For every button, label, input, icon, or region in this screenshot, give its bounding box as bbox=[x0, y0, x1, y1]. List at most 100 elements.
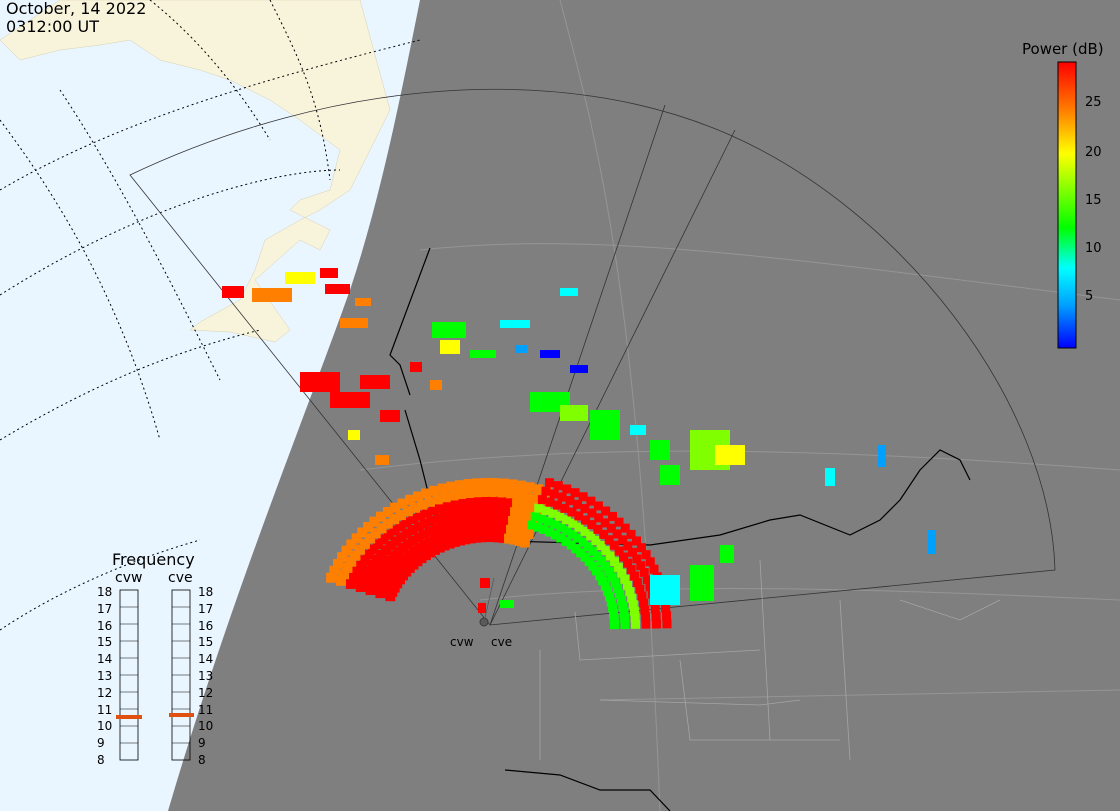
backscatter-cell bbox=[320, 268, 338, 278]
backscatter-cell bbox=[587, 508, 597, 518]
backscatter-cell bbox=[539, 524, 549, 534]
backscatter-cell bbox=[467, 505, 478, 516]
backscatter-cell bbox=[414, 510, 425, 521]
backscatter-cell bbox=[500, 600, 514, 608]
backscatter-cell bbox=[530, 492, 541, 503]
backscatter-cell bbox=[430, 524, 441, 535]
backscatter-cell bbox=[432, 322, 466, 338]
backscatter-cell bbox=[650, 440, 670, 460]
backscatter-cell bbox=[622, 580, 632, 590]
backscatter-cell bbox=[514, 517, 525, 528]
backscatter-cell bbox=[613, 583, 623, 593]
backscatter-cell bbox=[600, 518, 610, 528]
frequency-scale-label: 12 bbox=[198, 685, 214, 700]
backscatter-cell bbox=[609, 614, 619, 624]
backscatter-cell bbox=[605, 551, 615, 561]
backscatter-cell bbox=[357, 527, 368, 538]
backscatter-cell bbox=[515, 345, 527, 353]
backscatter-cell bbox=[565, 496, 575, 506]
frequency-scale-label: 15 bbox=[97, 635, 113, 650]
backscatter-cell bbox=[590, 410, 620, 440]
backscatter-cell bbox=[534, 503, 544, 513]
backscatter-cell bbox=[471, 532, 482, 543]
backscatter-cell bbox=[481, 514, 492, 525]
backscatter-cell bbox=[473, 487, 484, 498]
backscatter-cell bbox=[383, 529, 394, 540]
backscatter-cell bbox=[514, 535, 525, 546]
backscatter-cell bbox=[346, 556, 357, 567]
backscatter-cell bbox=[650, 575, 680, 605]
backscatter-cell bbox=[511, 525, 522, 536]
frequency-scale-label: 18 bbox=[97, 585, 113, 599]
backscatter-cell bbox=[623, 558, 633, 568]
backscatter-cell bbox=[619, 607, 629, 617]
radar-label-cve: cve bbox=[491, 635, 513, 649]
backscatter-cell bbox=[442, 519, 453, 530]
backscatter-cell bbox=[410, 502, 421, 513]
backscatter-cell bbox=[361, 570, 372, 581]
backscatter-cell bbox=[482, 532, 493, 543]
backscatter-cell bbox=[596, 541, 606, 551]
backscatter-cell bbox=[376, 523, 387, 534]
backscatter-cell bbox=[601, 506, 611, 516]
backscatter-cell bbox=[395, 510, 406, 521]
backscatter-cell bbox=[523, 510, 534, 521]
backscatter-cell bbox=[651, 611, 661, 621]
backscatter-cell bbox=[556, 522, 566, 532]
backscatter-cell bbox=[645, 582, 655, 592]
backscatter-cell bbox=[641, 612, 651, 622]
backscatter-cell bbox=[598, 576, 608, 586]
backscatter-cell bbox=[580, 504, 590, 514]
backscatter-cell bbox=[642, 575, 652, 585]
backscatter-cell bbox=[370, 528, 381, 539]
backscatter-cell bbox=[523, 528, 534, 539]
backscatter-cell bbox=[520, 518, 531, 529]
backscatter-cell bbox=[329, 565, 340, 576]
backscatter-cell bbox=[550, 530, 560, 540]
backscatter-cell bbox=[421, 488, 432, 499]
backscatter-cell bbox=[222, 286, 244, 298]
backscatter-cell bbox=[417, 499, 428, 510]
backscatter-cell bbox=[285, 272, 315, 284]
backscatter-cell bbox=[455, 535, 466, 546]
backscatter-cell bbox=[662, 611, 672, 621]
backscatter-cell bbox=[365, 585, 376, 596]
frequency-col-cve: cve bbox=[168, 570, 193, 586]
backscatter-cell bbox=[609, 620, 619, 630]
backscatter-cell bbox=[555, 511, 565, 521]
backscatter-cell bbox=[454, 480, 465, 491]
backscatter-cell bbox=[478, 603, 486, 613]
backscatter-cell bbox=[473, 496, 484, 507]
backscatter-cell bbox=[587, 520, 597, 530]
backscatter-cell bbox=[637, 543, 647, 553]
backscatter-cell bbox=[690, 565, 714, 601]
backscatter-cell bbox=[363, 521, 374, 532]
backscatter-cell bbox=[720, 545, 734, 563]
frequency-scale-label: 16 bbox=[198, 618, 214, 633]
backscatter-cell bbox=[460, 534, 471, 545]
backscatter-cell bbox=[560, 405, 588, 421]
backscatter-cell bbox=[476, 532, 487, 543]
backscatter-cell bbox=[595, 571, 605, 581]
backscatter-cell bbox=[526, 501, 537, 512]
backscatter-cell bbox=[627, 593, 637, 603]
backscatter-cell bbox=[500, 320, 530, 328]
backscatter-cell bbox=[378, 534, 389, 545]
backscatter-cell bbox=[592, 566, 602, 576]
backscatter-cell bbox=[629, 606, 639, 616]
backscatter-cell bbox=[449, 518, 460, 529]
backscatter-cell bbox=[446, 509, 457, 520]
backscatter-cell bbox=[505, 488, 516, 499]
lat-lon-grid bbox=[0, 0, 421, 631]
backscatter-cell bbox=[553, 481, 563, 491]
backscatter-cell bbox=[501, 515, 512, 526]
backscatter-cell bbox=[504, 533, 515, 544]
backscatter-cell bbox=[580, 515, 590, 525]
backscatter-cell bbox=[533, 484, 544, 495]
backscatter-cell bbox=[561, 515, 571, 525]
backscatter-cell bbox=[618, 601, 628, 611]
backscatter-cell bbox=[650, 604, 660, 614]
backscatter-cell bbox=[337, 552, 348, 563]
backscatter-cell bbox=[609, 608, 619, 618]
backscatter-cell bbox=[586, 531, 596, 541]
